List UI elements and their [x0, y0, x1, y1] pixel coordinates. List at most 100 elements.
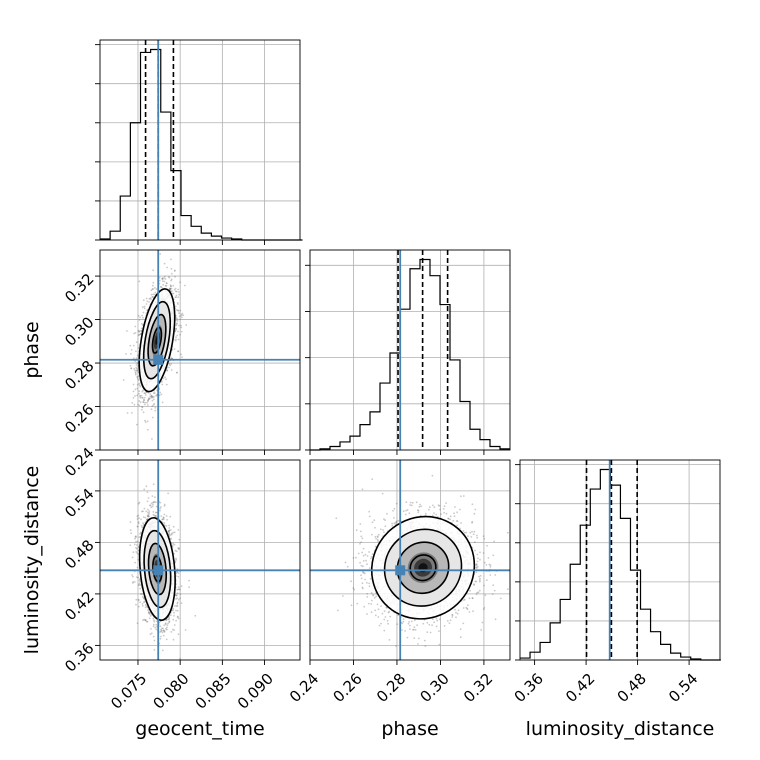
- sample-point: [132, 397, 135, 399]
- sample-point: [161, 277, 164, 280]
- sample-point: [146, 401, 149, 404]
- sample-point: [181, 312, 184, 315]
- sample-point: [131, 556, 134, 559]
- sample-point: [172, 531, 175, 534]
- sample-point: [151, 396, 154, 399]
- sample-point: [141, 390, 144, 393]
- sample-point: [134, 395, 136, 397]
- sample-point: [139, 396, 142, 399]
- sample-point: [132, 582, 134, 584]
- sample-point: [165, 515, 168, 517]
- sample-point: [170, 532, 173, 535]
- sample-point: [180, 314, 183, 317]
- sample-point: [150, 408, 153, 411]
- sample-point: [149, 615, 152, 617]
- sample-point: [155, 623, 158, 626]
- sample-point: [141, 405, 144, 408]
- sample-point: [151, 505, 154, 508]
- sample-point: [181, 316, 183, 319]
- sample-point: [169, 287, 172, 290]
- sample-point: [140, 524, 143, 527]
- sample-point: [177, 288, 180, 291]
- sample-point: [165, 638, 168, 641]
- sample-point: [167, 492, 170, 495]
- sample-point: [148, 397, 150, 400]
- sample-point: [144, 419, 146, 422]
- sample-point: [170, 533, 173, 536]
- sample-point: [135, 603, 137, 606]
- sample-point: [180, 330, 183, 333]
- histogram-geocent_time: [100, 48, 303, 241]
- sample-point: [175, 336, 177, 339]
- sample-point: [159, 631, 161, 633]
- sample-point: [140, 394, 143, 397]
- sample-point: [161, 277, 164, 280]
- sample-point: [185, 324, 188, 326]
- sample-point: [164, 622, 167, 625]
- sample-point: [137, 347, 140, 349]
- sample-point: [179, 309, 182, 312]
- sample-point: [152, 398, 155, 401]
- sample-point: [141, 510, 143, 513]
- sample-point: [162, 283, 165, 286]
- sample-point: [184, 284, 186, 287]
- sample-point: [165, 525, 168, 527]
- sample-point: [150, 632, 153, 635]
- sample-point: [172, 284, 175, 287]
- sample-point: [158, 279, 161, 282]
- sample-point: [178, 547, 181, 550]
- sample-point: [147, 513, 150, 516]
- sample-point: [148, 512, 151, 514]
- sample-point: [138, 536, 141, 538]
- sample-point: [146, 300, 149, 303]
- sample-point: [151, 395, 153, 398]
- sample-point: [176, 602, 179, 605]
- sample-point: [165, 282, 168, 285]
- sample-point: [169, 288, 171, 291]
- sample-point: [136, 378, 139, 380]
- sample-point: [151, 399, 154, 402]
- sample-point: [146, 404, 149, 406]
- sample-point: [177, 588, 180, 591]
- sample-point: [133, 403, 136, 406]
- sample-point: [170, 272, 173, 275]
- sample-point: [150, 396, 153, 399]
- sample-point: [151, 495, 154, 497]
- sample-point: [132, 344, 135, 347]
- sample-point: [147, 398, 150, 401]
- sample-point: [167, 622, 170, 625]
- sample-point: [153, 619, 155, 621]
- sample-point: [182, 314, 185, 317]
- sample-point: [141, 596, 144, 598]
- sample-point: [168, 531, 170, 533]
- sample-point: [139, 601, 142, 603]
- sample-point: [150, 298, 152, 301]
- sample-point: [174, 305, 177, 308]
- sample-point: [161, 401, 164, 404]
- sample-point: [135, 551, 138, 553]
- grid: [100, 250, 300, 451]
- sample-point: [174, 275, 177, 278]
- sample-point: [174, 605, 176, 607]
- sample-point: [164, 623, 167, 626]
- sample-point: [175, 329, 177, 331]
- sample-point: [178, 312, 180, 315]
- sample-point: [180, 602, 183, 604]
- sample-point: [172, 542, 175, 545]
- sample-point: [177, 309, 180, 312]
- sample-point: [171, 290, 173, 292]
- sample-point: [138, 578, 141, 581]
- sample-point: [176, 322, 178, 325]
- sample-point: [152, 395, 154, 398]
- sample-point: [138, 333, 141, 336]
- sample-point: [176, 616, 179, 619]
- sample-point: [147, 508, 149, 511]
- sample-point: [177, 309, 180, 312]
- sample-point: [134, 332, 137, 334]
- sample-point: [133, 543, 136, 546]
- sample-point: [140, 322, 143, 325]
- sample-point: [154, 515, 157, 518]
- sample-point: [159, 625, 162, 628]
- sample-point: [152, 404, 155, 406]
